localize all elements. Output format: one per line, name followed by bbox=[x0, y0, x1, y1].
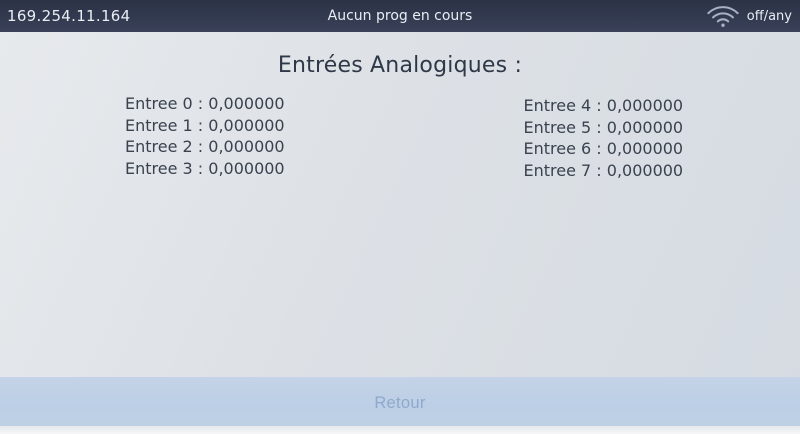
analog-entry-3: Entree 3 : 0,000000 bbox=[125, 158, 285, 178]
entries-column-right: Entree 4 : 0,000000 Entree 5 : 0,000000 … bbox=[524, 95, 800, 181]
photo-bezel bbox=[0, 426, 800, 434]
analog-entry-5: Entree 5 : 0,000000 bbox=[523, 117, 684, 137]
wifi-status: off/any bbox=[706, 4, 792, 28]
status-bar: 169.254.11.164 Aucun prog en cours off/a… bbox=[0, 0, 800, 32]
analog-inputs-panel: Entrées Analogiques : Entree 0 : 0,00000… bbox=[0, 32, 800, 181]
retour-button-label: Retour bbox=[374, 394, 426, 412]
wifi-mode-label: off/any bbox=[746, 8, 792, 24]
analog-entry-6: Entree 6 : 0,000000 bbox=[523, 139, 684, 158]
analog-entry-4: Entree 4 : 0,000000 bbox=[523, 96, 684, 115]
analog-entry-0: Entree 0 : 0,000000 bbox=[125, 94, 285, 113]
retour-button[interactable]: Retour bbox=[0, 377, 800, 426]
analog-entry-1: Entree 1 : 0,000000 bbox=[125, 115, 285, 135]
page-title: Entrées Analogiques : bbox=[277, 53, 523, 78]
ip-address: 169.254.11.164 bbox=[7, 7, 131, 25]
entries-column-left: Entree 0 : 0,000000 Entree 1 : 0,000000 … bbox=[125, 93, 402, 181]
analog-entry-7: Entree 7 : 0,000000 bbox=[523, 160, 684, 180]
wifi-icon bbox=[706, 4, 740, 28]
analog-entry-2: Entree 2 : 0,000000 bbox=[125, 137, 285, 156]
entries-columns: Entree 0 : 0,000000 Entree 1 : 0,000000 … bbox=[0, 93, 800, 181]
